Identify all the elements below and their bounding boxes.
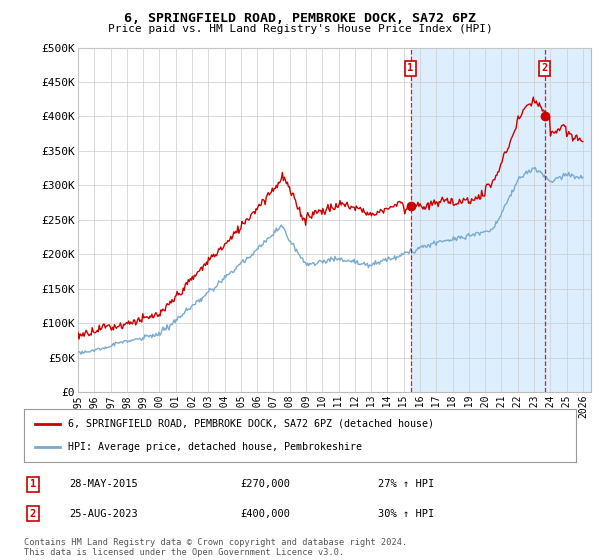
Text: 27% ↑ HPI: 27% ↑ HPI: [378, 479, 434, 489]
Text: £270,000: £270,000: [240, 479, 290, 489]
Text: 1: 1: [30, 479, 36, 489]
Text: 6, SPRINGFIELD ROAD, PEMBROKE DOCK, SA72 6PZ (detached house): 6, SPRINGFIELD ROAD, PEMBROKE DOCK, SA72…: [68, 419, 434, 429]
Text: HPI: Average price, detached house, Pembrokeshire: HPI: Average price, detached house, Pemb…: [68, 442, 362, 452]
Text: 1: 1: [407, 63, 413, 73]
Text: 2: 2: [541, 63, 548, 73]
Text: 30% ↑ HPI: 30% ↑ HPI: [378, 508, 434, 519]
Text: 28-MAY-2015: 28-MAY-2015: [69, 479, 138, 489]
Text: £400,000: £400,000: [240, 508, 290, 519]
Text: Price paid vs. HM Land Registry's House Price Index (HPI): Price paid vs. HM Land Registry's House …: [107, 24, 493, 34]
Text: 25-AUG-2023: 25-AUG-2023: [69, 508, 138, 519]
Text: Contains HM Land Registry data © Crown copyright and database right 2024.
This d: Contains HM Land Registry data © Crown c…: [24, 538, 407, 557]
Bar: [410, 48, 591, 392]
Text: 6, SPRINGFIELD ROAD, PEMBROKE DOCK, SA72 6PZ: 6, SPRINGFIELD ROAD, PEMBROKE DOCK, SA72…: [124, 12, 476, 25]
Text: 2: 2: [30, 508, 36, 519]
